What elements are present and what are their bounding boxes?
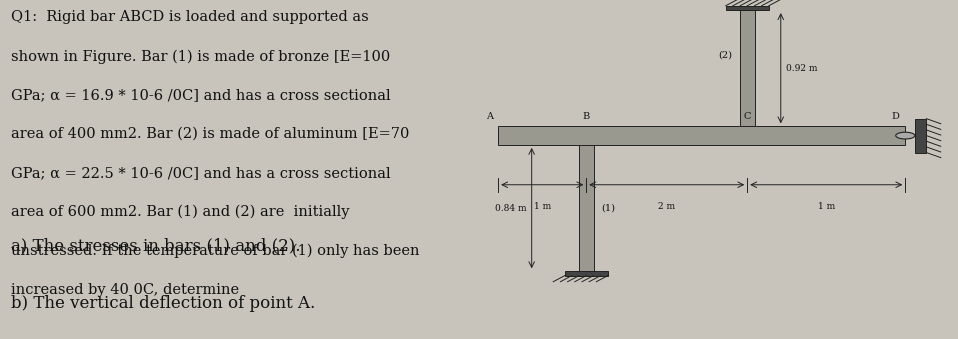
Text: 0.84 m: 0.84 m xyxy=(495,203,527,213)
Text: unstressed. If the temperature of bar (1) only has been: unstressed. If the temperature of bar (1… xyxy=(11,244,420,258)
Circle shape xyxy=(896,132,915,139)
Text: (2): (2) xyxy=(718,50,732,59)
Text: (1): (1) xyxy=(602,203,616,213)
Bar xyxy=(498,126,905,145)
Text: B: B xyxy=(582,112,590,121)
Text: 1 m: 1 m xyxy=(534,202,551,211)
Text: area of 600 mm2. Bar (1) and (2) are  initially: area of 600 mm2. Bar (1) and (2) are ini… xyxy=(11,205,350,219)
Text: D: D xyxy=(892,112,900,121)
Bar xyxy=(726,6,768,10)
Text: 2 m: 2 m xyxy=(658,202,675,211)
Text: A: A xyxy=(487,112,493,121)
Text: 1 m: 1 m xyxy=(817,202,835,211)
Bar xyxy=(579,145,594,271)
Text: GPa; α = 22.5 * 10-6 /0C] and has a cross sectional: GPa; α = 22.5 * 10-6 /0C] and has a cros… xyxy=(11,166,391,180)
Text: C: C xyxy=(743,112,751,121)
Text: 0.92 m: 0.92 m xyxy=(786,64,817,73)
Text: Q1:  Rigid bar ABCD is loaded and supported as: Q1: Rigid bar ABCD is loaded and support… xyxy=(11,10,369,24)
Bar xyxy=(915,119,926,153)
Text: a) The stresses in bars (1) and (2).: a) The stresses in bars (1) and (2). xyxy=(11,237,301,254)
Text: increased by 40 0C, determine: increased by 40 0C, determine xyxy=(11,283,240,297)
Text: GPa; α = 16.9 * 10-6 /0C] and has a cross sectional: GPa; α = 16.9 * 10-6 /0C] and has a cros… xyxy=(11,88,391,102)
Bar xyxy=(564,271,607,276)
Text: area of 400 mm2. Bar (2) is made of aluminum [E=70: area of 400 mm2. Bar (2) is made of alum… xyxy=(11,127,410,141)
Text: shown in Figure. Bar (1) is made of bronze [E=100: shown in Figure. Bar (1) is made of bron… xyxy=(11,49,391,63)
Bar xyxy=(740,10,755,126)
Text: b) The vertical deflection of point A.: b) The vertical deflection of point A. xyxy=(11,295,316,312)
